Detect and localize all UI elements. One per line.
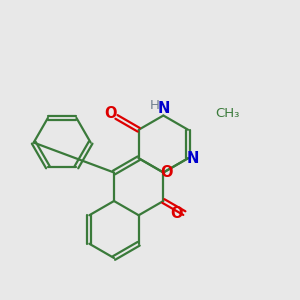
Text: H: H	[149, 98, 159, 112]
Text: N: N	[186, 151, 199, 166]
Text: O: O	[160, 165, 172, 180]
Text: O: O	[104, 106, 117, 122]
Text: O: O	[171, 206, 183, 220]
Text: CH₃: CH₃	[215, 106, 239, 120]
Text: N: N	[157, 100, 170, 116]
